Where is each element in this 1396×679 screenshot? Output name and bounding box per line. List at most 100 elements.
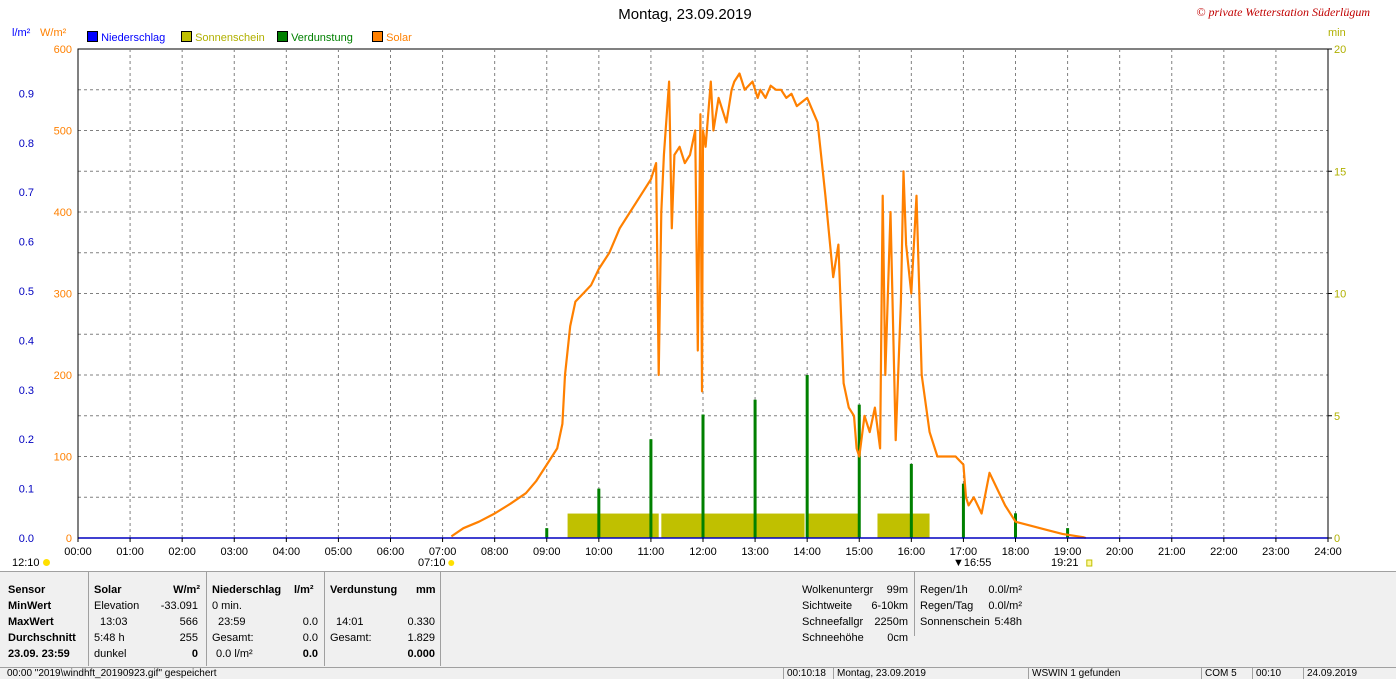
status-device: WSWIN 1 gefunden — [1028, 668, 1200, 679]
verdunstung-bar — [909, 463, 913, 538]
verdunstung-bars — [545, 375, 1070, 538]
status-time: 00:10:18 — [783, 668, 831, 679]
y-tick-label-solar: 200 — [54, 370, 72, 382]
sonnenschein-bar — [807, 513, 860, 538]
time-mark: ▼16:55 — [953, 557, 991, 569]
niederschlag-row-label: 23:59 — [218, 616, 246, 628]
legend-swatch — [277, 31, 288, 42]
y-tick-label-rain: 0.3 — [19, 385, 34, 397]
sunrise-icon — [448, 560, 455, 566]
x-tick-label: 00:00 — [64, 546, 92, 558]
weather-value: 99m — [886, 584, 908, 596]
rain-value: 5:48h — [994, 616, 1022, 628]
y-tick-label-rain: 0.5 — [19, 286, 34, 298]
y-tick-label-minutes: 5 — [1334, 411, 1340, 423]
y-tick-label-solar: 600 — [54, 44, 72, 56]
solar-row-value: -33.091 — [160, 600, 198, 612]
legend-swatch — [181, 31, 192, 42]
sensor-row-min: MinWert — [8, 600, 52, 612]
legend-swatch — [87, 31, 98, 42]
verdunstung-row-value: 0.330 — [407, 616, 435, 628]
x-tick-label: 24:00 — [1314, 546, 1342, 558]
status-message: 00:00 "2019\windhft_20190923.gif" gespei… — [7, 668, 217, 679]
x-tick-label: 12:00 — [689, 546, 717, 558]
niederschlag-unit: l/m² — [294, 584, 314, 596]
sonnenschein-bar — [661, 513, 805, 538]
noon-marker-label: 12:10 — [12, 557, 40, 569]
y-tick-label-rain: 0.8 — [19, 138, 34, 150]
x-tick-label: 09:00 — [533, 546, 561, 558]
sensor-row-max: MaxWert — [8, 616, 54, 628]
legend-label: Verdunstung — [291, 32, 353, 44]
verdunstung-bar — [597, 488, 601, 538]
verdunstung-bar — [649, 439, 653, 538]
niederschlag-row-label: 0.0 l/m² — [216, 648, 253, 660]
x-tick-label: 08:00 — [481, 546, 509, 558]
x-tick-label: 04:00 — [273, 546, 301, 558]
status-bar: 00:00 "2019\windhft_20190923.gif" gespei… — [0, 667, 1396, 679]
solar-row-label: 13:03 — [100, 616, 128, 628]
x-tick-label: 20:00 — [1106, 546, 1134, 558]
rain-label: Regen/1h — [920, 584, 968, 596]
legend-item-niederschlag: Niederschlag — [87, 31, 165, 44]
divider — [440, 572, 441, 666]
sensor-header: Sensor — [8, 584, 46, 596]
y-tick-label-rain: 0.2 — [19, 434, 34, 446]
legend-item-solar: Solar — [372, 31, 412, 44]
x-tick-label: 16:00 — [898, 546, 926, 558]
x-tick-label: 18:00 — [1002, 546, 1030, 558]
niederschlag-header: Niederschlag — [212, 584, 282, 596]
verdunstung-bar — [1066, 528, 1070, 538]
niederschlag-row-value: 0.0 — [302, 648, 318, 660]
verdunstung-bar — [857, 404, 861, 538]
solar-row-label: Elevation — [94, 600, 140, 612]
divider — [914, 572, 915, 636]
verdunstung-bar — [753, 399, 757, 538]
weather-label: Wolkenuntergr — [802, 584, 874, 596]
labels: 00:00 01:00 02:00 03:00 04:00 05:00 06:00 07:00… — [19, 44, 1347, 558]
y-tick-label-rain: 0.4 — [19, 335, 34, 347]
solar-row-label: 5:48 h — [94, 632, 125, 644]
x-tick-label: 05:00 — [325, 546, 353, 558]
solar-unit: W/m² — [173, 584, 200, 596]
legend-item-verdunstung: Verdunstung — [277, 31, 353, 44]
time-mark-label: 16:55 — [963, 557, 992, 569]
y-tick-label-rain: 0.9 — [19, 88, 34, 100]
y-tick-label-minutes: 0 — [1334, 533, 1340, 545]
weather-label: Schneefallgr — [802, 616, 864, 628]
solar-row-value: 0 — [191, 648, 198, 660]
unit-label-left2: W/m² — [40, 27, 67, 39]
y-tick-label-rain: 0.1 — [19, 484, 34, 496]
x-tick-label: 03:00 — [220, 546, 248, 558]
solar-line — [450, 72, 1087, 540]
verdunstung-row-label: Gesamt: — [330, 632, 372, 644]
legend-item-sonnenschein: Sonnenschein — [181, 31, 265, 44]
y-tick-label-rain: 0.6 — [19, 237, 34, 249]
unit-label-left1: l/m² — [12, 27, 31, 39]
verdunstung-bar — [805, 375, 809, 538]
x-tick-label: 15:00 — [845, 546, 873, 558]
rain-value: 0.0l/m² — [988, 584, 1022, 596]
noon-marker: 12:10 — [12, 557, 50, 569]
divider — [324, 572, 325, 666]
verdunstung-bar — [961, 483, 965, 538]
x-tick-label: 01:00 — [116, 546, 144, 558]
verdunstung-header: Verdunstung — [330, 584, 398, 596]
y-tick-label-solar: 300 — [54, 289, 72, 301]
verdunstung-bar — [701, 414, 705, 538]
y-tick-label-solar: 0 — [66, 533, 72, 545]
x-tick-label: 17:00 — [950, 546, 978, 558]
niederschlag-row-value: 0.0 — [302, 616, 318, 628]
x-tick-label: 14:00 — [793, 546, 821, 558]
x-tick-label: 19:00 — [1054, 546, 1082, 558]
divider — [88, 572, 89, 666]
stats-panel: Sensor MinWert MaxWert Durchschnitt 23.0… — [0, 571, 1396, 679]
x-tick-label: 22:00 — [1210, 546, 1238, 558]
weather-value: 6-10km — [871, 600, 908, 612]
sunset-marker: 19:21 — [1051, 557, 1079, 569]
solar-series — [450, 72, 1087, 540]
legend-label: Niederschlag — [101, 32, 166, 44]
sunrise-marker: 07:10 — [418, 557, 446, 569]
verdunstung-bar — [1014, 513, 1017, 538]
x-tick-label: 11:00 — [638, 546, 665, 558]
